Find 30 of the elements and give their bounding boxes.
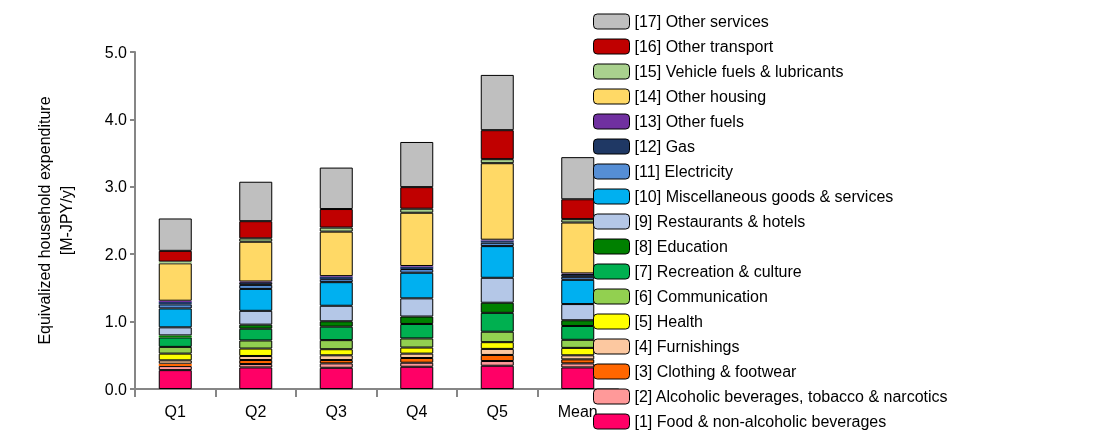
y-tick-label: 5.0 — [104, 43, 128, 61]
legend-label: [12] Gas — [634, 138, 695, 155]
y-tick-label: 4.0 — [104, 110, 128, 128]
x-tick-label: Q2 — [245, 402, 267, 420]
y-axis-title: Equivalized household expenditure [M-JPY/y] — [35, 96, 75, 345]
legend-label: [5] Health — [634, 313, 703, 330]
legend-label: [13] Other fuels — [634, 113, 744, 130]
x-tick-label: Mean — [557, 402, 598, 420]
y-tick-label: 3.0 — [104, 178, 128, 196]
y-tick-label: 0.0 — [104, 380, 128, 398]
x-tick-label: Q1 — [164, 402, 187, 420]
x-tick-label: Q4 — [406, 402, 428, 420]
x-tick-label: Q3 — [325, 402, 348, 420]
legend-label: [7] Recreation & culture — [634, 263, 802, 280]
y-tick-label: 1.0 — [104, 313, 128, 331]
legend-label: [16] Other transport — [634, 38, 774, 55]
legend-label: [17] Other services — [634, 13, 769, 30]
legend-label: [11] Electricity — [634, 163, 733, 180]
legend-label: [9] Restaurants & hotels — [634, 213, 806, 230]
x-tick-label: Q5 — [486, 402, 509, 420]
legend-label: [14] Other housing — [634, 88, 767, 105]
legend-label: [3] Clothing & footwear — [634, 363, 798, 380]
legend-label: [10] Miscellaneous goods & services — [634, 188, 894, 205]
legend-label: [4] Furnishings — [634, 338, 740, 355]
legend-label: [15] Vehicle fuels & lubricants — [634, 63, 844, 80]
legend-label: [8] Education — [634, 238, 728, 255]
y-tick-label: 2.0 — [104, 245, 128, 263]
legend-label: [6] Communication — [634, 288, 768, 305]
legend-label: [1] Food & non-alcoholic beverages — [634, 413, 887, 430]
legend-label: [2] Alcoholic beverages, tobacco & narcotics — [634, 388, 948, 405]
